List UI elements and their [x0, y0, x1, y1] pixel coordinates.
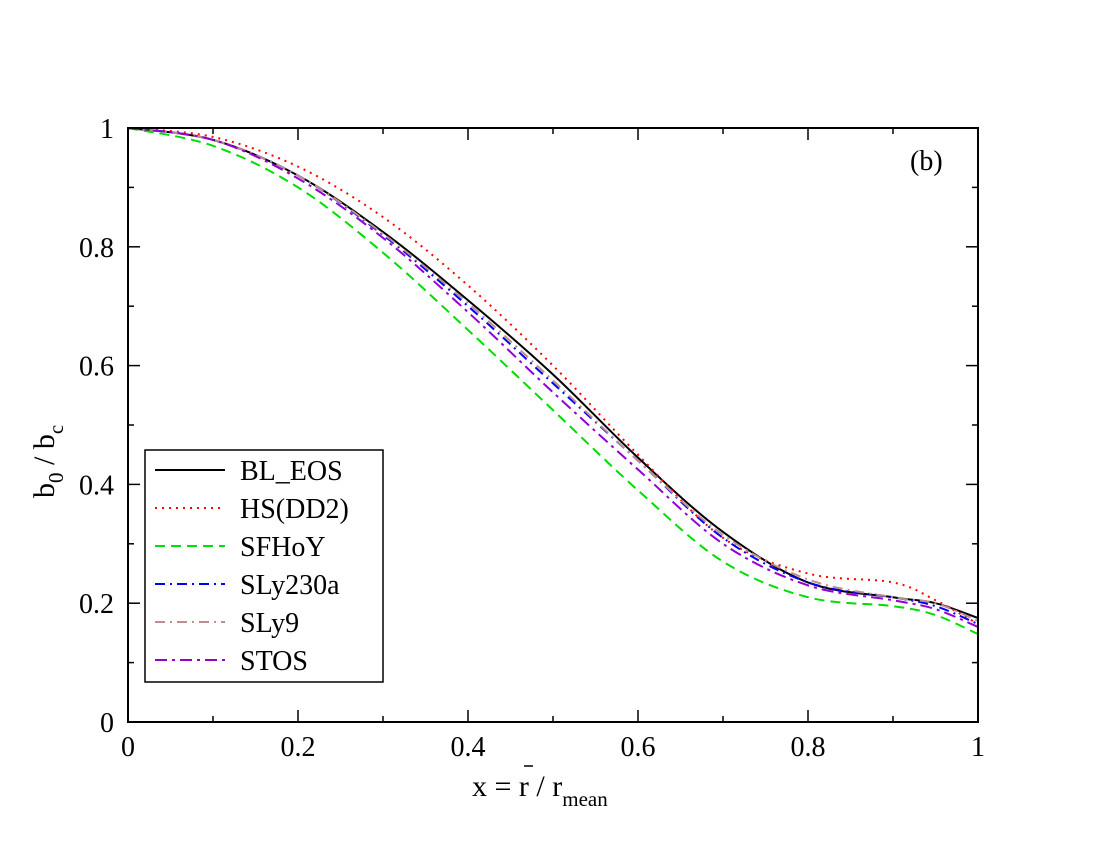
x-axis-label-mid: / r: [529, 770, 562, 803]
legend-label: STOS: [240, 646, 308, 677]
y-axis-label-sub1: 0: [44, 473, 68, 484]
y-tick-label: 1: [100, 114, 114, 145]
series-line-sly9: [127, 127, 979, 622]
legend-label: SFHoY: [240, 532, 326, 563]
x-tick-label: 0: [121, 732, 135, 763]
series-line-sfhoy: [127, 127, 979, 636]
y-axis-label-sub2: c: [44, 425, 68, 434]
legend-label: SLy230a: [240, 570, 340, 601]
legend-box: [144, 449, 384, 683]
x-tick-labels: 0 0.2 0.4 0.6 0.8 1: [121, 732, 985, 763]
series-layer: [127, 127, 979, 636]
y-tick-label: 0.8: [79, 233, 114, 264]
x-axis-label-sub: mean: [562, 787, 608, 811]
panel-label: (b): [910, 146, 943, 177]
x-tick-label: 0.8: [791, 732, 826, 763]
legend-label: HS(DD2): [240, 494, 349, 525]
legend-label: SLy9: [240, 608, 299, 639]
y-tick-label: 0.6: [79, 352, 114, 383]
x-axis-label-var: r: [519, 770, 529, 803]
x-tick-label: 0.4: [451, 732, 486, 763]
y-tick-labels: 0 0.2 0.4 0.6 0.8 1: [79, 114, 114, 739]
legend: BL_EOS HS(DD2) SFHoY SLy230a SLy9 STOS: [144, 449, 384, 683]
x-axis-label-pre: x =: [472, 770, 519, 803]
x-tick-label: 1: [971, 732, 985, 763]
x-axis-label: x = r / rmean: [472, 770, 608, 811]
y-axis-label: b0 / bc: [28, 425, 68, 498]
y-tick-label: 0: [100, 708, 114, 739]
y-axis-label-mid: / b: [28, 434, 61, 472]
legend-label: BL_EOS: [240, 456, 343, 487]
y-tick-label: 0.4: [79, 470, 114, 501]
y-tick-label: 0.2: [79, 589, 114, 620]
plot-frame: [127, 127, 979, 723]
x-tick-label: 0.2: [281, 732, 316, 763]
y-axis-label-pre: b: [28, 483, 61, 498]
x-tick-label: 0.6: [621, 732, 656, 763]
